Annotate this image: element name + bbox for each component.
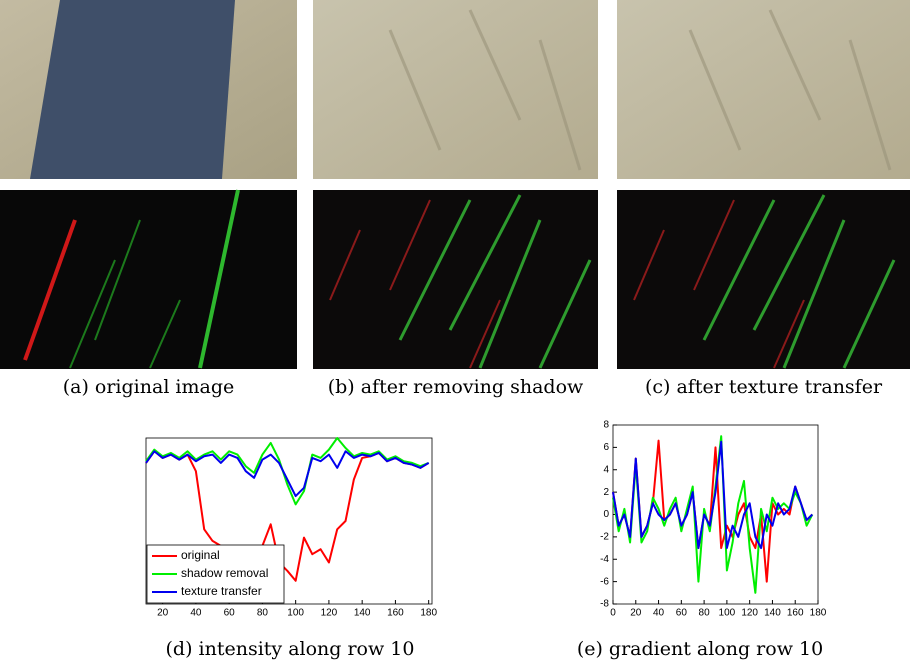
caption: (c) after texture transfer bbox=[644, 376, 883, 398]
x-tick-label: 100 bbox=[719, 608, 736, 619]
x-tick-label: 80 bbox=[699, 608, 711, 619]
legend-label: shadow removal bbox=[181, 566, 268, 580]
caption: (e) gradient along row 10 bbox=[576, 638, 824, 660]
x-tick-label: 20 bbox=[630, 608, 642, 619]
series-line bbox=[612, 440, 814, 550]
plot-frame bbox=[145, 437, 433, 605]
x-tick-label: 180 bbox=[810, 608, 827, 619]
panel-c-top bbox=[617, 0, 910, 179]
caption: (d) intensity along row 10 bbox=[165, 638, 415, 660]
x-tick-label: 120 bbox=[741, 608, 758, 619]
x-tick-label: 160 bbox=[387, 608, 404, 619]
y-tick-label: -8 bbox=[600, 599, 609, 610]
caption: (b) after removing shadow bbox=[327, 376, 584, 398]
x-tick-label: 40 bbox=[653, 608, 665, 619]
panel-b-top bbox=[313, 0, 598, 179]
panel-b-bottom bbox=[313, 190, 598, 369]
image-panels bbox=[0, 0, 910, 369]
y-tick-label: -4 bbox=[600, 554, 609, 565]
series-line bbox=[145, 437, 430, 506]
x-tick-label: 120 bbox=[321, 608, 338, 619]
x-tick-label: 160 bbox=[787, 608, 804, 619]
panel-a-bottom bbox=[0, 189, 297, 369]
x-tick-label: 100 bbox=[287, 608, 304, 619]
series-line bbox=[145, 450, 430, 498]
x-tick-label: 0 bbox=[610, 608, 616, 619]
x-tick-label: 60 bbox=[676, 608, 688, 619]
legend-label: texture transfer bbox=[181, 584, 262, 598]
y-tick-label: 8 bbox=[603, 420, 609, 431]
x-tick-label: 20 bbox=[157, 608, 169, 619]
x-tick-label: 80 bbox=[257, 608, 269, 619]
y-tick-label: -6 bbox=[600, 576, 609, 587]
caption: (a) original image bbox=[62, 376, 235, 398]
legend-label: original bbox=[181, 548, 220, 562]
panel-a-top bbox=[0, 0, 297, 179]
x-tick-label: 180 bbox=[420, 608, 437, 619]
panel-c-bottom bbox=[617, 190, 910, 369]
y-tick-label: 0 bbox=[603, 509, 609, 520]
y-tick-label: -2 bbox=[600, 532, 609, 543]
y-tick-label: 6 bbox=[603, 442, 609, 453]
x-tick-label: 140 bbox=[764, 608, 781, 619]
x-tick-label: 140 bbox=[354, 608, 371, 619]
y-tick-label: 4 bbox=[603, 464, 609, 475]
x-tick-label: 40 bbox=[190, 608, 202, 619]
x-tick-label: 60 bbox=[224, 608, 236, 619]
y-tick-label: 2 bbox=[603, 487, 609, 498]
